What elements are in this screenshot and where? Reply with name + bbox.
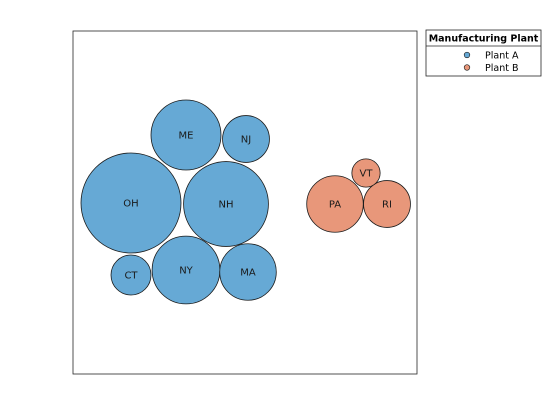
bubble-ct xyxy=(110,254,152,296)
bubble-ri xyxy=(363,180,411,228)
bubble-nj xyxy=(222,115,270,163)
legend-box xyxy=(425,29,542,77)
bubble-label-me: ME xyxy=(179,131,194,142)
bubble-label-ri: RI xyxy=(382,200,392,211)
legend-marker-plant-a xyxy=(463,51,471,59)
bubble-label-oh: OH xyxy=(123,199,138,210)
legend-title: Manufacturing Plant xyxy=(429,34,539,45)
bubble-label-pa: PA xyxy=(329,200,341,211)
bubble-label-ma: MA xyxy=(240,268,256,279)
legend-label-plant-a: Plant A xyxy=(485,51,519,62)
bubble-oh xyxy=(80,152,182,254)
bubble-label-nh: NH xyxy=(219,200,234,211)
bubble-ma xyxy=(219,243,277,301)
bubble-label-ny: NY xyxy=(179,266,193,277)
bubble-group: OH NH ME NY MA NJ CT PA RI VT xyxy=(80,99,411,305)
bubble-vt xyxy=(351,158,381,188)
bubble-label-nj: NJ xyxy=(241,135,251,146)
bubble-me xyxy=(150,99,222,171)
legend-marker-plant-b xyxy=(463,64,471,71)
bubble-label-ct: CT xyxy=(124,271,138,282)
legend-label-plant-b: Plant B xyxy=(485,63,518,74)
bubble-label-vt: VT xyxy=(360,169,374,180)
bubble-nh xyxy=(183,161,269,247)
